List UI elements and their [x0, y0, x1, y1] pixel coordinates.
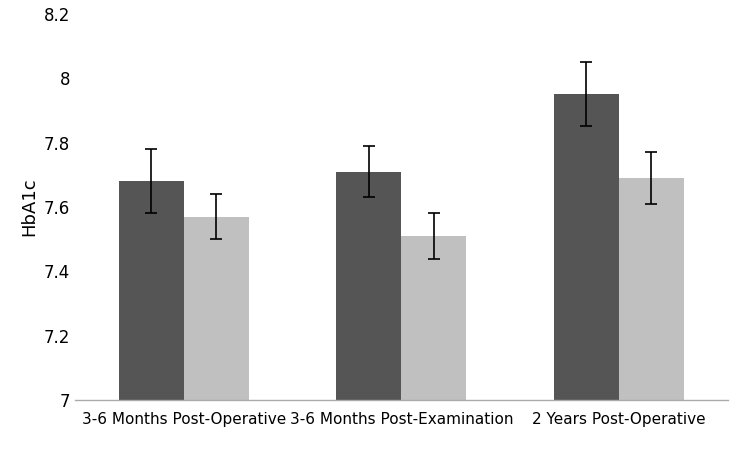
Bar: [401, 236, 466, 400]
Bar: [336, 172, 401, 400]
Bar: [619, 178, 684, 400]
Bar: [118, 181, 184, 400]
Bar: [184, 217, 249, 400]
Bar: [554, 94, 619, 400]
Y-axis label: HbA1c: HbA1c: [20, 178, 38, 236]
